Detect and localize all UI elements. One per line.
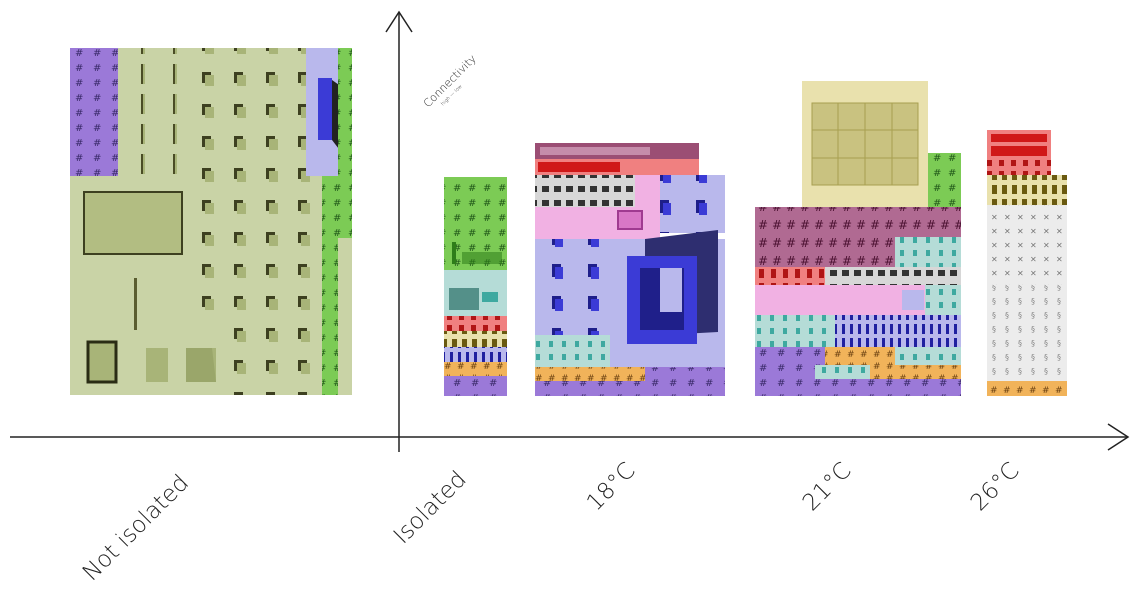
block-not-isolated (70, 48, 352, 395)
y-axis-arrow (385, 10, 413, 33)
category-labels: Not isolated Isolated 18°C 21°C 26°C (78, 458, 1025, 587)
block-isolated (444, 177, 507, 396)
block-21c (755, 81, 961, 396)
category-label-not-isolated: Not isolated (78, 470, 194, 586)
category-label-isolated: Isolated (389, 466, 472, 549)
category-label-26c: 26°C (966, 458, 1025, 517)
x-axis-arrow (1107, 423, 1130, 451)
block-26c (987, 130, 1067, 396)
block-18c (535, 143, 725, 396)
category-label-18c: 18°C (582, 458, 641, 517)
category-label-21c: 21°C (798, 458, 857, 517)
